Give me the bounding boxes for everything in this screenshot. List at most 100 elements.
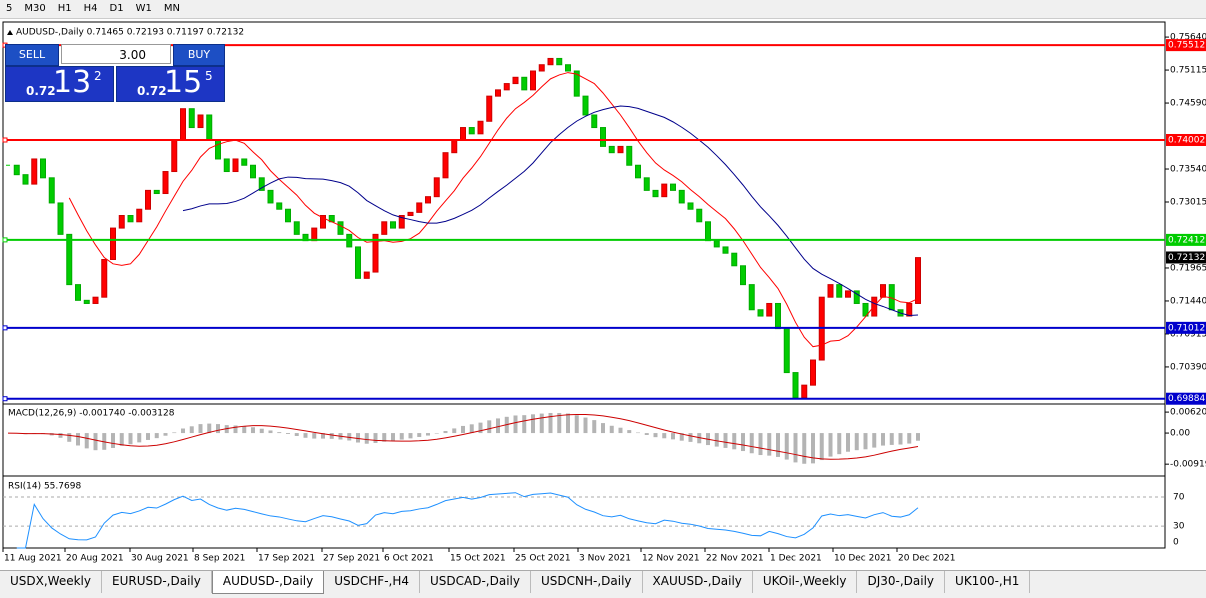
candle — [425, 196, 431, 204]
candle — [512, 76, 519, 85]
price-tick-label: 0.75115 — [1170, 66, 1206, 76]
chart-tab[interactable]: UK100-,H1 — [945, 571, 1031, 593]
level-handle — [2, 325, 8, 331]
candle — [678, 189, 685, 204]
level-label: 0.75512 — [1168, 41, 1205, 51]
price-tick-label: 0.70915 — [1170, 329, 1206, 339]
current-price-box — [1166, 251, 1206, 264]
candle — [547, 57, 554, 66]
current-price-label: 0.72132 — [1168, 253, 1205, 263]
macd-tick-label: 0.00 — [1170, 429, 1190, 439]
moving-average — [68, 72, 919, 348]
candle — [13, 164, 20, 176]
candle — [783, 328, 790, 374]
timeframe-toolbar: 5 M30 H1 H4 D1 W1 MN — [0, 0, 1206, 19]
candle — [486, 95, 493, 122]
candle — [180, 108, 186, 141]
candle — [880, 284, 886, 298]
candle — [118, 215, 125, 229]
buy-price[interactable]: 0.72 15 5 — [116, 65, 225, 102]
candle — [801, 384, 808, 399]
candle — [670, 183, 676, 191]
price-tick-label: 0.71440 — [1170, 296, 1206, 306]
candle — [460, 127, 466, 141]
candle — [398, 215, 405, 229]
price-small: 2 — [94, 69, 102, 83]
date-label: 30 Aug 2021 — [131, 554, 189, 564]
candle — [188, 108, 195, 129]
candle — [320, 215, 326, 229]
price-tick-label: 0.73540 — [1170, 165, 1206, 175]
chart-tab[interactable]: UKOil-,Weekly — [753, 571, 858, 593]
chart-tab[interactable]: USDCNH-,Daily — [531, 571, 643, 593]
level-label-box — [1166, 233, 1206, 246]
candle — [713, 240, 720, 248]
candle — [337, 221, 344, 235]
candle — [827, 284, 834, 298]
candle — [276, 202, 283, 210]
candle — [792, 372, 799, 399]
timeframe-button[interactable]: MN — [163, 3, 180, 14]
timeframe-button[interactable]: 5 — [6, 3, 13, 14]
chart-tab[interactable]: XAUUSD-,Daily — [643, 571, 753, 593]
candle — [363, 271, 370, 279]
chart-tab[interactable]: DJ30-,Daily — [857, 571, 946, 593]
candle — [145, 189, 151, 210]
candle — [75, 284, 81, 301]
candle — [722, 246, 729, 254]
timeframe-button[interactable]: M30 — [24, 3, 46, 14]
candle — [565, 64, 571, 72]
chart-tab[interactable]: EURUSD-,Daily — [102, 571, 212, 593]
date-label: 20 Dec 2021 — [898, 554, 956, 564]
chart-tab[interactable]: USDCHF-,H4 — [324, 571, 420, 593]
candle — [101, 258, 108, 298]
candle — [355, 246, 361, 279]
candle — [48, 177, 55, 204]
date-label: 25 Oct 2021 — [515, 554, 571, 564]
price-tick-label: 0.75640 — [1170, 33, 1206, 43]
date-label: 3 Nov 2021 — [579, 554, 631, 564]
chart-tab[interactable]: USDCAD-,Daily — [420, 571, 531, 593]
candle — [390, 221, 396, 229]
macd-tick-label: -0.009195 — [1170, 460, 1206, 470]
candle — [215, 139, 221, 160]
candle — [293, 221, 300, 235]
buy-button[interactable]: BUY — [173, 44, 225, 66]
sell-button[interactable]: SELL — [5, 44, 59, 66]
candle — [477, 120, 484, 135]
candle — [267, 189, 274, 204]
candle — [845, 290, 851, 298]
timeframe-button[interactable]: W1 — [135, 3, 152, 14]
trade-panel: SELL 3.00 BUY 0.72 13 2 0.72 15 5 — [5, 44, 225, 102]
candle — [906, 302, 913, 317]
chart-tab[interactable]: AUDUSD-,Daily — [211, 571, 325, 594]
candle — [171, 139, 178, 173]
price-big: 15 — [164, 65, 203, 100]
macd-signal — [7, 413, 919, 460]
timeframe-button[interactable]: D1 — [109, 3, 124, 14]
timeframe-button[interactable]: H4 — [83, 3, 98, 14]
sell-price[interactable]: 0.72 13 2 — [5, 65, 114, 102]
candle — [31, 158, 38, 185]
lots-input[interactable]: 3.00 — [61, 44, 171, 64]
candle — [600, 127, 606, 147]
chart-tab[interactable]: USDX,Weekly — [0, 571, 102, 593]
candle — [591, 114, 598, 129]
collapse-icon — [7, 30, 13, 35]
rsi-line — [16, 492, 919, 549]
candle — [433, 177, 440, 198]
candle — [495, 89, 501, 97]
candle — [573, 70, 580, 97]
candle — [635, 164, 641, 179]
chart-frame — [2, 21, 1166, 549]
date-label: 10 Dec 2021 — [834, 554, 892, 564]
candle — [197, 114, 204, 129]
candle — [136, 208, 143, 223]
rsi-tick-label: 70 — [1173, 492, 1185, 502]
candle — [836, 284, 843, 298]
date-label: 22 Nov 2021 — [706, 554, 764, 564]
rsi-tick-label: 0 — [1173, 538, 1179, 548]
timeframe-button[interactable]: H1 — [57, 3, 72, 14]
candle — [22, 174, 29, 185]
symbol-info: AUDUSD-,Daily 0.71465 0.72193 0.71197 0.… — [16, 28, 244, 38]
